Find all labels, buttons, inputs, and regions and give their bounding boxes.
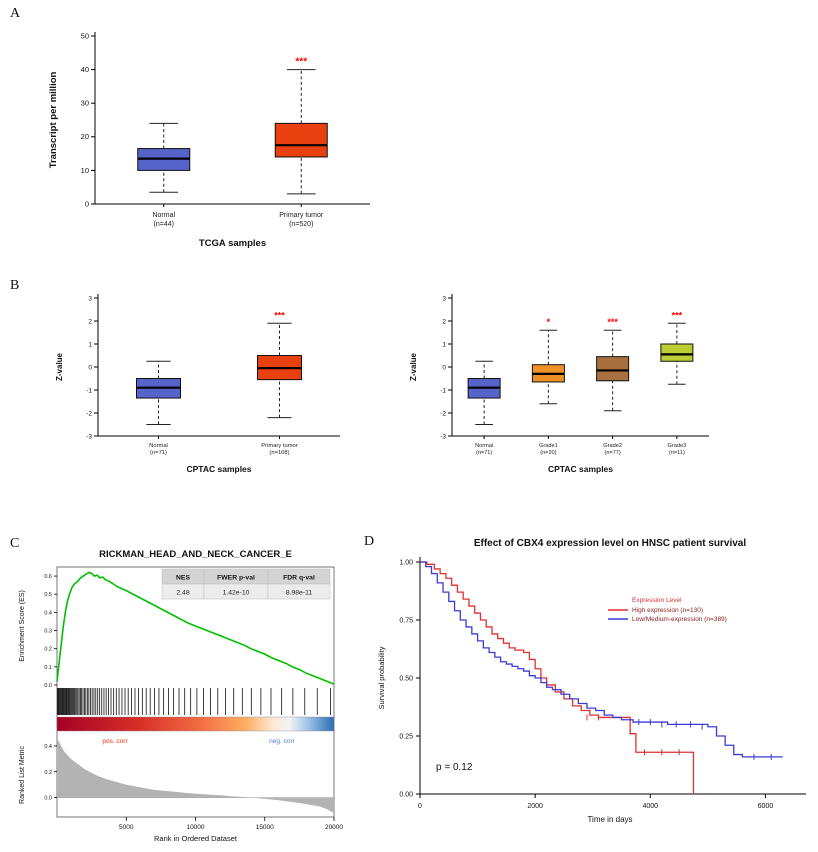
svg-text:pos. corr: pos. corr — [102, 738, 128, 745]
svg-text:(n=520): (n=520) — [289, 221, 313, 228]
svg-text:10: 10 — [81, 166, 89, 175]
panel-a-label: A — [10, 6, 21, 21]
svg-text:Expression Level: Expression Level — [632, 597, 682, 604]
svg-text:***: *** — [672, 310, 683, 320]
svg-text:3: 3 — [88, 295, 92, 302]
svg-text:2: 2 — [442, 318, 446, 325]
svg-text:-2: -2 — [86, 410, 92, 417]
svg-text:0.2: 0.2 — [44, 647, 52, 653]
svg-text:15000: 15000 — [256, 824, 274, 831]
svg-text:(n=77): (n=77) — [604, 450, 620, 456]
svg-text:0: 0 — [418, 803, 422, 810]
svg-text:Z-value: Z-value — [55, 352, 64, 381]
svg-text:-2: -2 — [440, 410, 446, 417]
svg-text:4000: 4000 — [643, 803, 659, 810]
svg-text:8.98e-11: 8.98e-11 — [286, 590, 313, 597]
svg-text:(n=11): (n=11) — [669, 450, 685, 456]
svg-text:0.0: 0.0 — [44, 683, 52, 689]
svg-text:(n=108): (n=108) — [269, 450, 289, 456]
svg-text:CPTAC samples: CPTAC samples — [548, 464, 613, 474]
svg-text:-3: -3 — [86, 433, 92, 440]
svg-text:Normal: Normal — [149, 443, 168, 449]
svg-text:0.25: 0.25 — [399, 733, 413, 740]
svg-text:1.42e-10: 1.42e-10 — [223, 590, 250, 597]
svg-text:-3: -3 — [440, 433, 446, 440]
svg-text:Normal: Normal — [475, 443, 493, 449]
tcga-expression-boxplot: 0 10 20 30 40 50 Transcript per million Normal (… — [48, 31, 370, 249]
svg-text:Primary tumor: Primary tumor — [261, 443, 297, 449]
svg-text:Normal: Normal — [152, 212, 175, 219]
svg-text:(n=44): (n=44) — [154, 221, 174, 228]
svg-text:Grade3: Grade3 — [668, 443, 687, 449]
svg-text:1.00: 1.00 — [399, 559, 413, 566]
svg-text:Z-value: Z-value — [409, 352, 418, 381]
svg-text:Ranked List Metric: Ranked List Metric — [19, 746, 26, 804]
svg-text:-1: -1 — [86, 387, 92, 394]
svg-text:0: 0 — [88, 364, 92, 371]
svg-text:1: 1 — [88, 341, 92, 348]
svg-text:Enrichment Score (ES): Enrichment Score (ES) — [19, 590, 26, 662]
cptac-tumor-boxplot: -3 -2 -1 0 1 2 3 Z-value Normal(n=71) *** Primary … — [55, 294, 340, 474]
svg-text:Grade2: Grade2 — [603, 443, 622, 449]
svg-text:TCGA samples: TCGA samples — [199, 238, 266, 249]
svg-text:NES: NES — [176, 575, 190, 582]
svg-text:(n=20): (n=20) — [540, 450, 556, 456]
svg-text:RICKMAN_HEAD_AND_NECK_CANCER_E: RICKMAN_HEAD_AND_NECK_CANCER_E — [99, 549, 292, 560]
svg-text:FDR q-val: FDR q-val — [283, 575, 315, 582]
svg-text:0.2: 0.2 — [44, 770, 52, 776]
svg-text:-1: -1 — [440, 387, 446, 394]
svg-text:Effect of CBX4 expression leve: Effect of CBX4 expression level on HNSC … — [474, 538, 747, 549]
svg-text:0.5: 0.5 — [44, 592, 52, 598]
svg-text:20: 20 — [81, 132, 89, 141]
svg-text:0.1: 0.1 — [44, 665, 52, 671]
svg-text:(n=71): (n=71) — [150, 450, 167, 456]
km-survival-plot: Effect of CBX4 expression level on HNSC … — [377, 538, 806, 824]
panel-c-label: C — [10, 536, 20, 551]
svg-text:0.50: 0.50 — [399, 675, 413, 682]
svg-text:0: 0 — [442, 364, 446, 371]
svg-text:(n=71): (n=71) — [476, 450, 492, 456]
svg-text:p = 0.12: p = 0.12 — [436, 762, 473, 773]
svg-text:2000: 2000 — [527, 803, 543, 810]
svg-text:6000: 6000 — [758, 803, 774, 810]
svg-text:Time in days: Time in days — [587, 815, 632, 824]
svg-text:3: 3 — [442, 295, 446, 302]
panel-d-label: D — [364, 534, 375, 549]
svg-text:0: 0 — [85, 199, 89, 208]
svg-text:0.4: 0.4 — [44, 744, 52, 750]
svg-text:Survival probability: Survival probability — [377, 646, 386, 709]
svg-text:Low/Medium-expression (n=389): Low/Medium-expression (n=389) — [632, 616, 727, 623]
cptac-grade-boxplot: -3 -2 -1 0 1 2 3 Z-value Normal(n=71) * Grade1(n=2… — [409, 294, 709, 474]
svg-text:1: 1 — [442, 341, 446, 348]
svg-text:***: *** — [607, 317, 618, 327]
svg-text:10000: 10000 — [186, 824, 204, 831]
svg-text:0.3: 0.3 — [44, 629, 52, 635]
svg-text:50: 50 — [81, 31, 89, 40]
svg-text:0.00: 0.00 — [399, 791, 413, 798]
svg-text:0.75: 0.75 — [399, 617, 413, 624]
svg-text:CPTAC samples: CPTAC samples — [186, 464, 251, 474]
svg-text:Transcript per million: Transcript per million — [48, 72, 59, 169]
svg-text:FWER p-val: FWER p-val — [217, 575, 255, 582]
svg-text:***: *** — [295, 57, 307, 68]
svg-text:*: * — [547, 317, 551, 327]
svg-text:neg. corr: neg. corr — [269, 738, 295, 745]
svg-text:0.4: 0.4 — [44, 610, 52, 616]
svg-text:2.48: 2.48 — [176, 590, 189, 597]
svg-text:20000: 20000 — [325, 824, 343, 831]
svg-text:30: 30 — [81, 99, 89, 108]
svg-text:Grade1: Grade1 — [539, 443, 558, 449]
svg-text:40: 40 — [81, 65, 89, 74]
svg-text:2: 2 — [88, 318, 92, 325]
svg-text:High expression (n=130): High expression (n=130) — [632, 607, 703, 614]
svg-text:5000: 5000 — [119, 824, 134, 831]
gsea-enrichment-plot: RICKMAN_HEAD_AND_NECK_CANCER_E 0.0 0.1 0.2 0… — [19, 549, 343, 843]
panel-b-label: B — [10, 278, 20, 293]
svg-text:***: *** — [274, 310, 285, 320]
svg-text:Primary tumor: Primary tumor — [279, 212, 324, 219]
svg-text:0.6: 0.6 — [44, 574, 52, 580]
svg-text:Rank in Ordered Dataset: Rank in Ordered Dataset — [154, 834, 238, 843]
svg-text:0.0: 0.0 — [44, 796, 52, 802]
